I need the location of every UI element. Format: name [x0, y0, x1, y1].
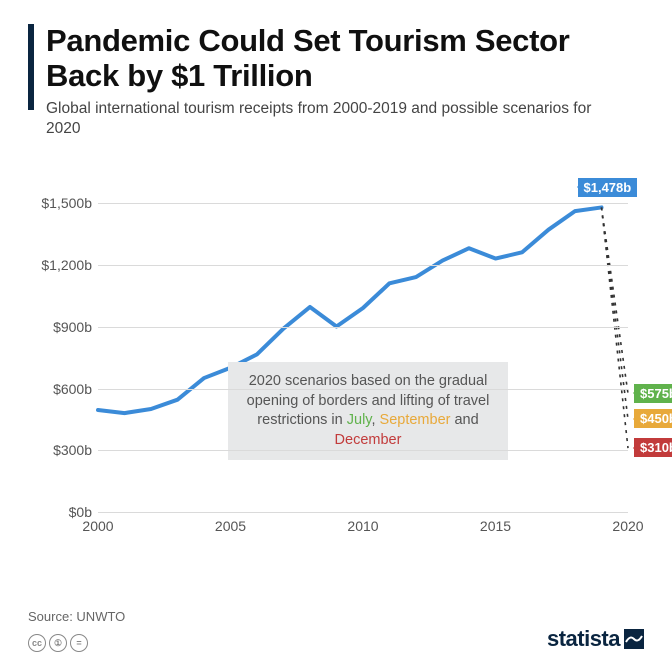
grid-line — [98, 327, 628, 328]
grid-line — [98, 265, 628, 266]
y-tick-label: $900b — [53, 319, 92, 335]
y-tick-label: $300b — [53, 442, 92, 458]
y-tick-label: $1,200b — [41, 257, 92, 273]
accent-bar — [28, 24, 34, 110]
x-tick-label: 2010 — [347, 518, 378, 534]
line-chart-svg — [98, 172, 628, 512]
y-tick-label: $1,500b — [41, 195, 92, 211]
x-tick-label: 2020 — [612, 518, 643, 534]
cc-badge-2: ① — [49, 634, 67, 652]
statista-logo: statista — [547, 626, 644, 652]
source-label: Source: UNWTO — [28, 609, 125, 624]
cc-license-icon: cc ① = — [28, 634, 125, 652]
scenario-label: $310b — [634, 438, 672, 457]
x-tick-label: 2005 — [215, 518, 246, 534]
chart-subtitle: Global international tourism receipts fr… — [46, 99, 606, 138]
grid-line — [98, 512, 628, 513]
x-tick-label: 2015 — [480, 518, 511, 534]
cc-badge-3: = — [70, 634, 88, 652]
grid-line — [98, 450, 628, 451]
scenario-note: 2020 scenarios based on the gradual open… — [228, 362, 508, 460]
grid-line — [98, 203, 628, 204]
chart-title: Pandemic Could Set Tourism Sector Back b… — [46, 24, 644, 93]
chart-area: $1,478b$575b$450b$310b 2020 scenarios ba… — [28, 162, 644, 562]
title-block: Pandemic Could Set Tourism Sector Back b… — [46, 24, 644, 93]
cc-badge-1: cc — [28, 634, 46, 652]
x-tick-label: 2000 — [82, 518, 113, 534]
grid-line — [98, 389, 628, 390]
value-label-2019: $1,478b — [578, 178, 638, 197]
plot-region: $1,478b$575b$450b$310b 2020 scenarios ba… — [98, 172, 628, 512]
scenario-label: $575b — [634, 384, 672, 403]
logo-text: statista — [547, 626, 620, 652]
scenario-label: $450b — [634, 409, 672, 428]
logo-wave-icon — [624, 629, 644, 649]
footer: Source: UNWTO cc ① = statista — [28, 609, 644, 652]
y-tick-label: $600b — [53, 381, 92, 397]
